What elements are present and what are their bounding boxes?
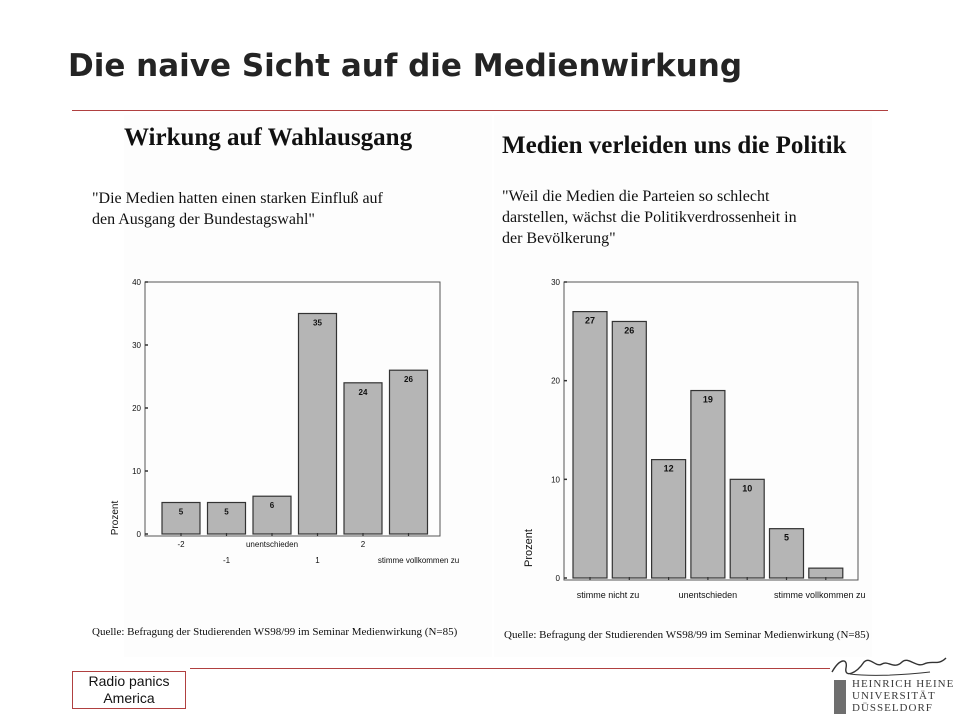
chart-2-bar-value-label: 5: [784, 533, 789, 543]
chart-1-y-tick-label: 0: [137, 530, 142, 539]
chart-2-bar: [808, 567, 844, 579]
chart-2-x-category-label: stimme nicht zu: [577, 590, 640, 600]
chart-1-bar: [388, 369, 429, 535]
chart-2-bar: [572, 310, 608, 579]
chart-2-y-tick-label: 30: [551, 278, 560, 287]
footer-link-box[interactable]: Radio panics America: [72, 671, 186, 709]
chart-1-subtitle: "Die Medien hatten einen starken Einfluß…: [92, 188, 383, 230]
chart-1-plot-frame: [144, 281, 441, 537]
chart-2-source: Quelle: Befragung der Studierenden WS98/…: [504, 629, 870, 641]
logo-line: UNIVERSITÄT: [852, 690, 936, 702]
chart-1-bar: [343, 382, 383, 535]
chart-2-subtitle-line: "Weil die Medien die Parteien so schlech…: [502, 188, 770, 205]
chart-1-y-axis-label: Prozent: [110, 501, 121, 536]
chart-1-bar-value-label: 5: [224, 508, 229, 517]
chart-2-bar-value-label: 27: [585, 316, 595, 326]
chart-1-svg: 0 10 20 30 40 Prozent 5 5 6 35 24 26 -2 -1 unentschied…: [110, 278, 459, 565]
chart-1-y-tick-label: 20: [132, 404, 141, 413]
signature-icon: [831, 657, 947, 676]
chart-2-bar-value-label: 12: [664, 464, 674, 474]
chart-2-title: Medien verleiden uns die Politik: [502, 132, 847, 159]
chart-2-x-category-label: stimme vollkommen zu: [774, 590, 866, 600]
chart-1-subtitle-line: den Ausgang der Bundestagswahl": [92, 211, 315, 228]
chart-1-bar: [297, 312, 338, 535]
logo-bar: [834, 680, 846, 714]
logo-text: HEINRICH HEINE UNIVERSITÄT DÜSSELDORF: [852, 678, 955, 714]
chart-1-bar: [252, 495, 292, 535]
chart-2-bar-value-label: 19: [703, 395, 713, 405]
footer-line: Radio panics: [88, 673, 170, 689]
chart-2-subtitle: "Weil die Medien die Parteien so schlech…: [502, 186, 797, 249]
chart-1-bar-value-label: 5: [179, 508, 184, 517]
footer-line: America: [103, 690, 155, 706]
chart-1-y-tick-label: 40: [132, 278, 141, 287]
title-divider: [72, 110, 888, 111]
logo-line: DÜSSELDORF: [852, 702, 933, 714]
footer-divider: [190, 668, 830, 669]
chart-1-bar-value-label: 6: [270, 501, 275, 510]
chart-2-bar: [651, 459, 687, 579]
university-logo: HEINRICH HEINE UNIVERSITÄT DÜSSELDORF: [826, 654, 955, 716]
chart-1-bar-value-label: 26: [404, 375, 413, 384]
chart-2-bar-value-label: 10: [742, 483, 752, 493]
chart-1-title: Wirkung auf Wahlausgang: [124, 124, 413, 151]
chart-2-bar: [729, 478, 765, 579]
logo-line: HEINRICH HEINE: [852, 678, 955, 690]
chart-2-plot-frame: [563, 281, 859, 581]
chart-1-y-tick-label: 30: [132, 341, 141, 350]
chart-1-x-category-label: 1: [315, 556, 320, 565]
chart-2-y-tick-label: 0: [556, 574, 561, 583]
chart-2-subtitle-line: darstellen, wächst die Politikverdrossen…: [502, 209, 797, 226]
chart-2-y-axis-label: Prozent: [523, 529, 535, 567]
chart-1-source: Quelle: Befragung der Studierenden WS98/…: [92, 626, 458, 638]
chart-1-x-category-label: -2: [177, 540, 185, 549]
slide-title: Die naive Sicht auf die Medienwirkung: [68, 48, 743, 84]
chart-1-x-category-label: unentschieden: [246, 540, 298, 549]
chart-2-svg: 0 10 20 30 Prozent 27 26 12 19 10 5 stimme nicht zu…: [523, 278, 866, 600]
chart-2-subtitle-line: der Bevölkerung": [502, 230, 616, 247]
chart-1-x-category-label: -1: [223, 556, 231, 565]
chart-1-x-category-label: stimme vollkommen zu: [378, 556, 459, 565]
chart-1-bar-value-label: 24: [359, 388, 368, 397]
chart-2-y-tick-label: 10: [551, 475, 560, 484]
chart-2-bar-value-label: 26: [624, 325, 634, 335]
chart-1-x-category-label: 2: [361, 540, 366, 549]
chart-1-bar-value-label: 35: [313, 319, 322, 328]
chart-2-x-category-label: unentschieden: [679, 590, 738, 600]
chart-1-subtitle-line: "Die Medien hatten einen starken Einfluß…: [92, 190, 383, 207]
chart-2-bar: [611, 320, 647, 579]
chart-2-bar: [690, 389, 726, 579]
chart-1-y-tick-label: 10: [132, 467, 141, 476]
chart-2-y-tick-label: 20: [551, 377, 560, 386]
